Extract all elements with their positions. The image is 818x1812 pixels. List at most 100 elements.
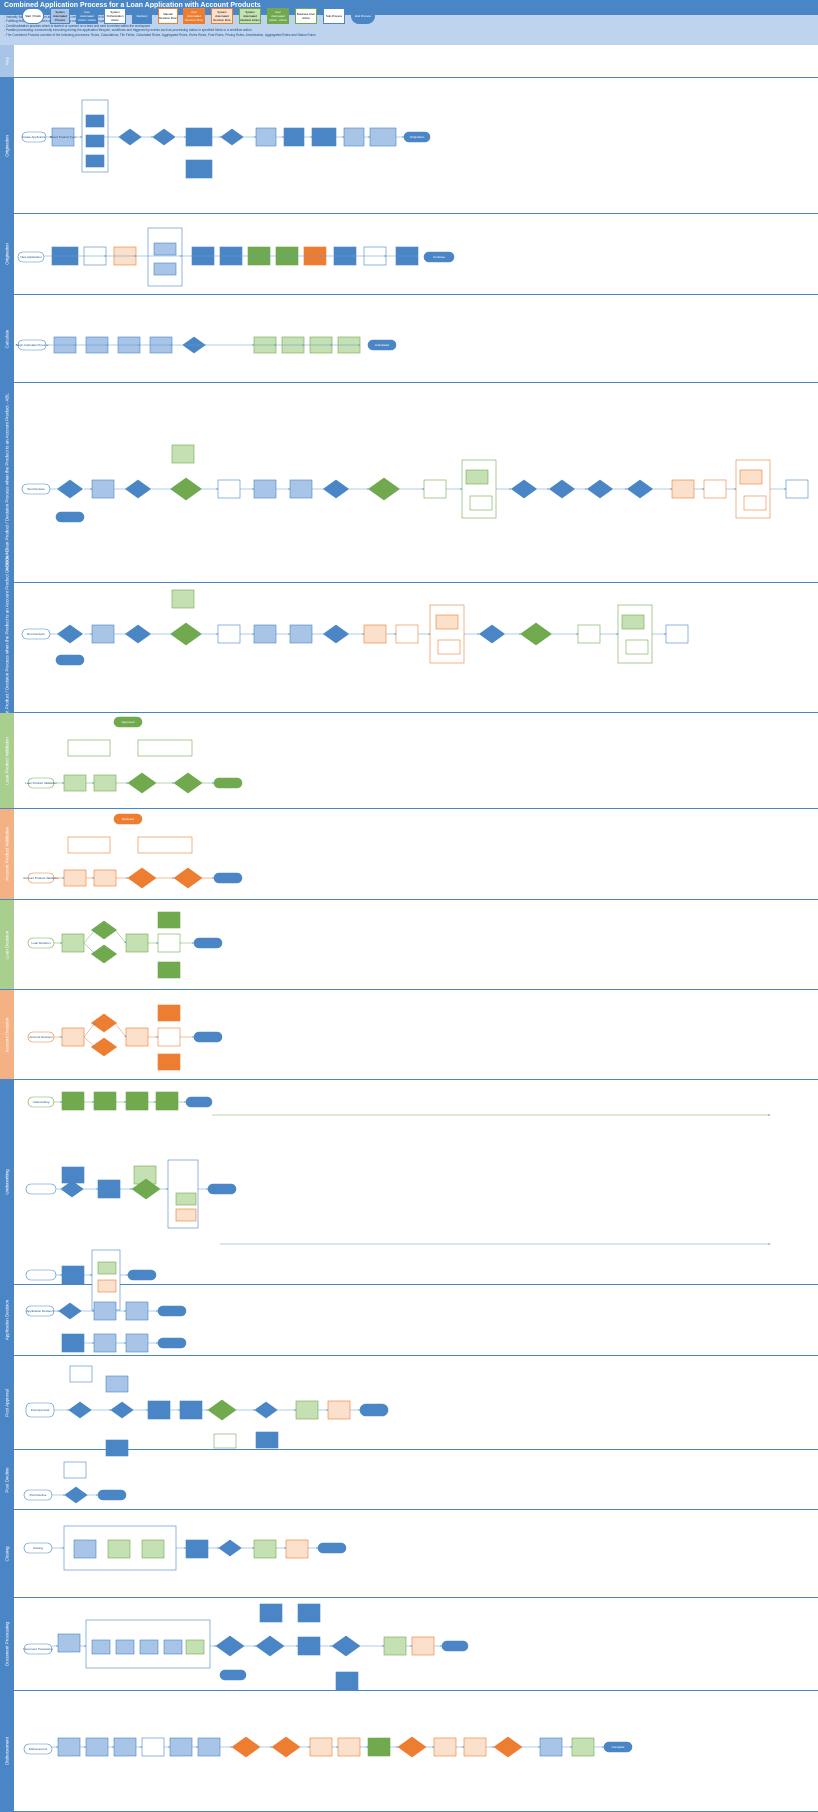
process-box — [57, 1633, 81, 1653]
flow-arrow — [114, 1022, 127, 1038]
start-post-decline-label: Post Decline — [30, 1493, 47, 1497]
end-node — [359, 1403, 389, 1417]
process-box — [703, 479, 727, 499]
process-box — [327, 1400, 351, 1420]
process-box — [463, 1737, 487, 1757]
process-box — [147, 1400, 171, 1420]
process-box — [297, 1636, 321, 1656]
sub-process-box — [69, 1365, 93, 1383]
legend-manual-decision: Manual Decision Flow — [158, 8, 178, 24]
sub-box — [141, 1539, 165, 1559]
decision-node — [478, 624, 506, 644]
process-box — [125, 1333, 149, 1353]
start-run-decision-label: Run Decision — [27, 632, 45, 636]
process-box — [671, 479, 695, 499]
process-box — [213, 1433, 237, 1449]
process-box — [185, 159, 213, 179]
process-box — [383, 1636, 407, 1656]
swimlane-strip: Application Decision — [0, 1285, 14, 1355]
sub-box — [153, 262, 177, 276]
sub-box — [139, 1639, 159, 1655]
decision-node — [207, 1399, 237, 1421]
start-closing-label: Closing — [33, 1546, 43, 1550]
swimlane-strip: Closing — [0, 1510, 14, 1597]
end-approved-label: Approved — [122, 720, 135, 724]
process-box — [125, 933, 149, 953]
process-box — [171, 444, 195, 464]
start-doc-processing — [23, 1643, 53, 1655]
legend-strip: Key — [0, 45, 14, 77]
sub-box — [743, 495, 767, 511]
process-box — [61, 1091, 85, 1111]
decision-node — [331, 1635, 361, 1657]
start-account-validation-label: Account Product Validation — [23, 876, 59, 880]
sub-box — [115, 1639, 135, 1655]
sub-box — [621, 614, 645, 630]
sub-box — [73, 1539, 97, 1559]
process-box — [785, 479, 809, 499]
note-box — [67, 739, 111, 757]
decision-node — [170, 622, 202, 646]
process-box — [61, 1027, 85, 1047]
legend-end-process: End Process — [351, 8, 375, 24]
decision-node — [586, 479, 614, 499]
process-box — [185, 127, 213, 147]
swimlane-strip: Origination — [0, 214, 14, 294]
decision-node — [520, 622, 552, 646]
process-box — [285, 1539, 309, 1559]
sub-box — [107, 1539, 131, 1559]
swimlane-strip: Loan Product Validation — [0, 713, 14, 808]
process-box — [155, 1091, 179, 1111]
legend-system-orchestration: System Orchestration Action — [104, 8, 126, 24]
decision-node — [124, 479, 152, 499]
process-box — [93, 1301, 117, 1321]
process-box — [309, 1737, 333, 1757]
process-box — [63, 869, 87, 887]
end-declined-label: Declined — [122, 817, 134, 821]
end-node — [441, 1640, 469, 1652]
swimlane: Origination — [0, 78, 818, 214]
swimlane: Application Decision — [0, 1285, 818, 1356]
decision-node — [90, 920, 118, 940]
start-test-decision-label: Test Decision — [27, 487, 45, 491]
process-box — [125, 1027, 149, 1047]
sub-box — [91, 1639, 111, 1655]
end-node — [97, 1489, 127, 1501]
swimlane: Loan Product Validation — [0, 713, 818, 809]
sub-box — [175, 1192, 197, 1206]
end-node — [193, 1031, 223, 1043]
decision-node — [215, 1635, 245, 1657]
process-box — [369, 127, 397, 147]
process-box — [297, 1603, 321, 1623]
sub-box — [435, 614, 459, 630]
process-box — [157, 961, 181, 979]
product-select-box-label: Select Product Type — [50, 135, 77, 139]
legend-sub-process: Sub-Process — [323, 8, 345, 24]
process-box — [539, 1737, 563, 1757]
flow-arrow — [83, 929, 96, 944]
start-node — [25, 1269, 57, 1281]
flow-arrow — [83, 1036, 96, 1048]
sub-box — [97, 1261, 117, 1275]
swimlane: Decision - Account Product / Decision Pr… — [0, 548, 818, 747]
swimlane-strip: Decision - Account Product / Decision Pr… — [0, 548, 14, 747]
note-line: - The Combined Process consists of the f… — [4, 32, 316, 37]
legend-decision: Decision — [132, 8, 152, 24]
decision-node — [218, 1539, 242, 1557]
swimlane-strip: Loan Decision — [0, 900, 14, 989]
decision-node — [231, 1736, 261, 1758]
process-box — [335, 1671, 359, 1691]
sub-box — [175, 1208, 197, 1222]
start-calculate-label: Begin Calculate Process — [16, 343, 49, 347]
note-box — [137, 836, 193, 854]
flow-arrow — [83, 1022, 96, 1038]
sys-box — [85, 114, 105, 128]
end-node — [317, 1542, 347, 1554]
process-box — [433, 1737, 457, 1757]
legend-start: Start / Finish — [22, 8, 44, 24]
decision-node — [60, 1180, 84, 1198]
process-box — [217, 479, 241, 499]
process-box — [157, 933, 181, 953]
decision-node — [548, 479, 576, 499]
